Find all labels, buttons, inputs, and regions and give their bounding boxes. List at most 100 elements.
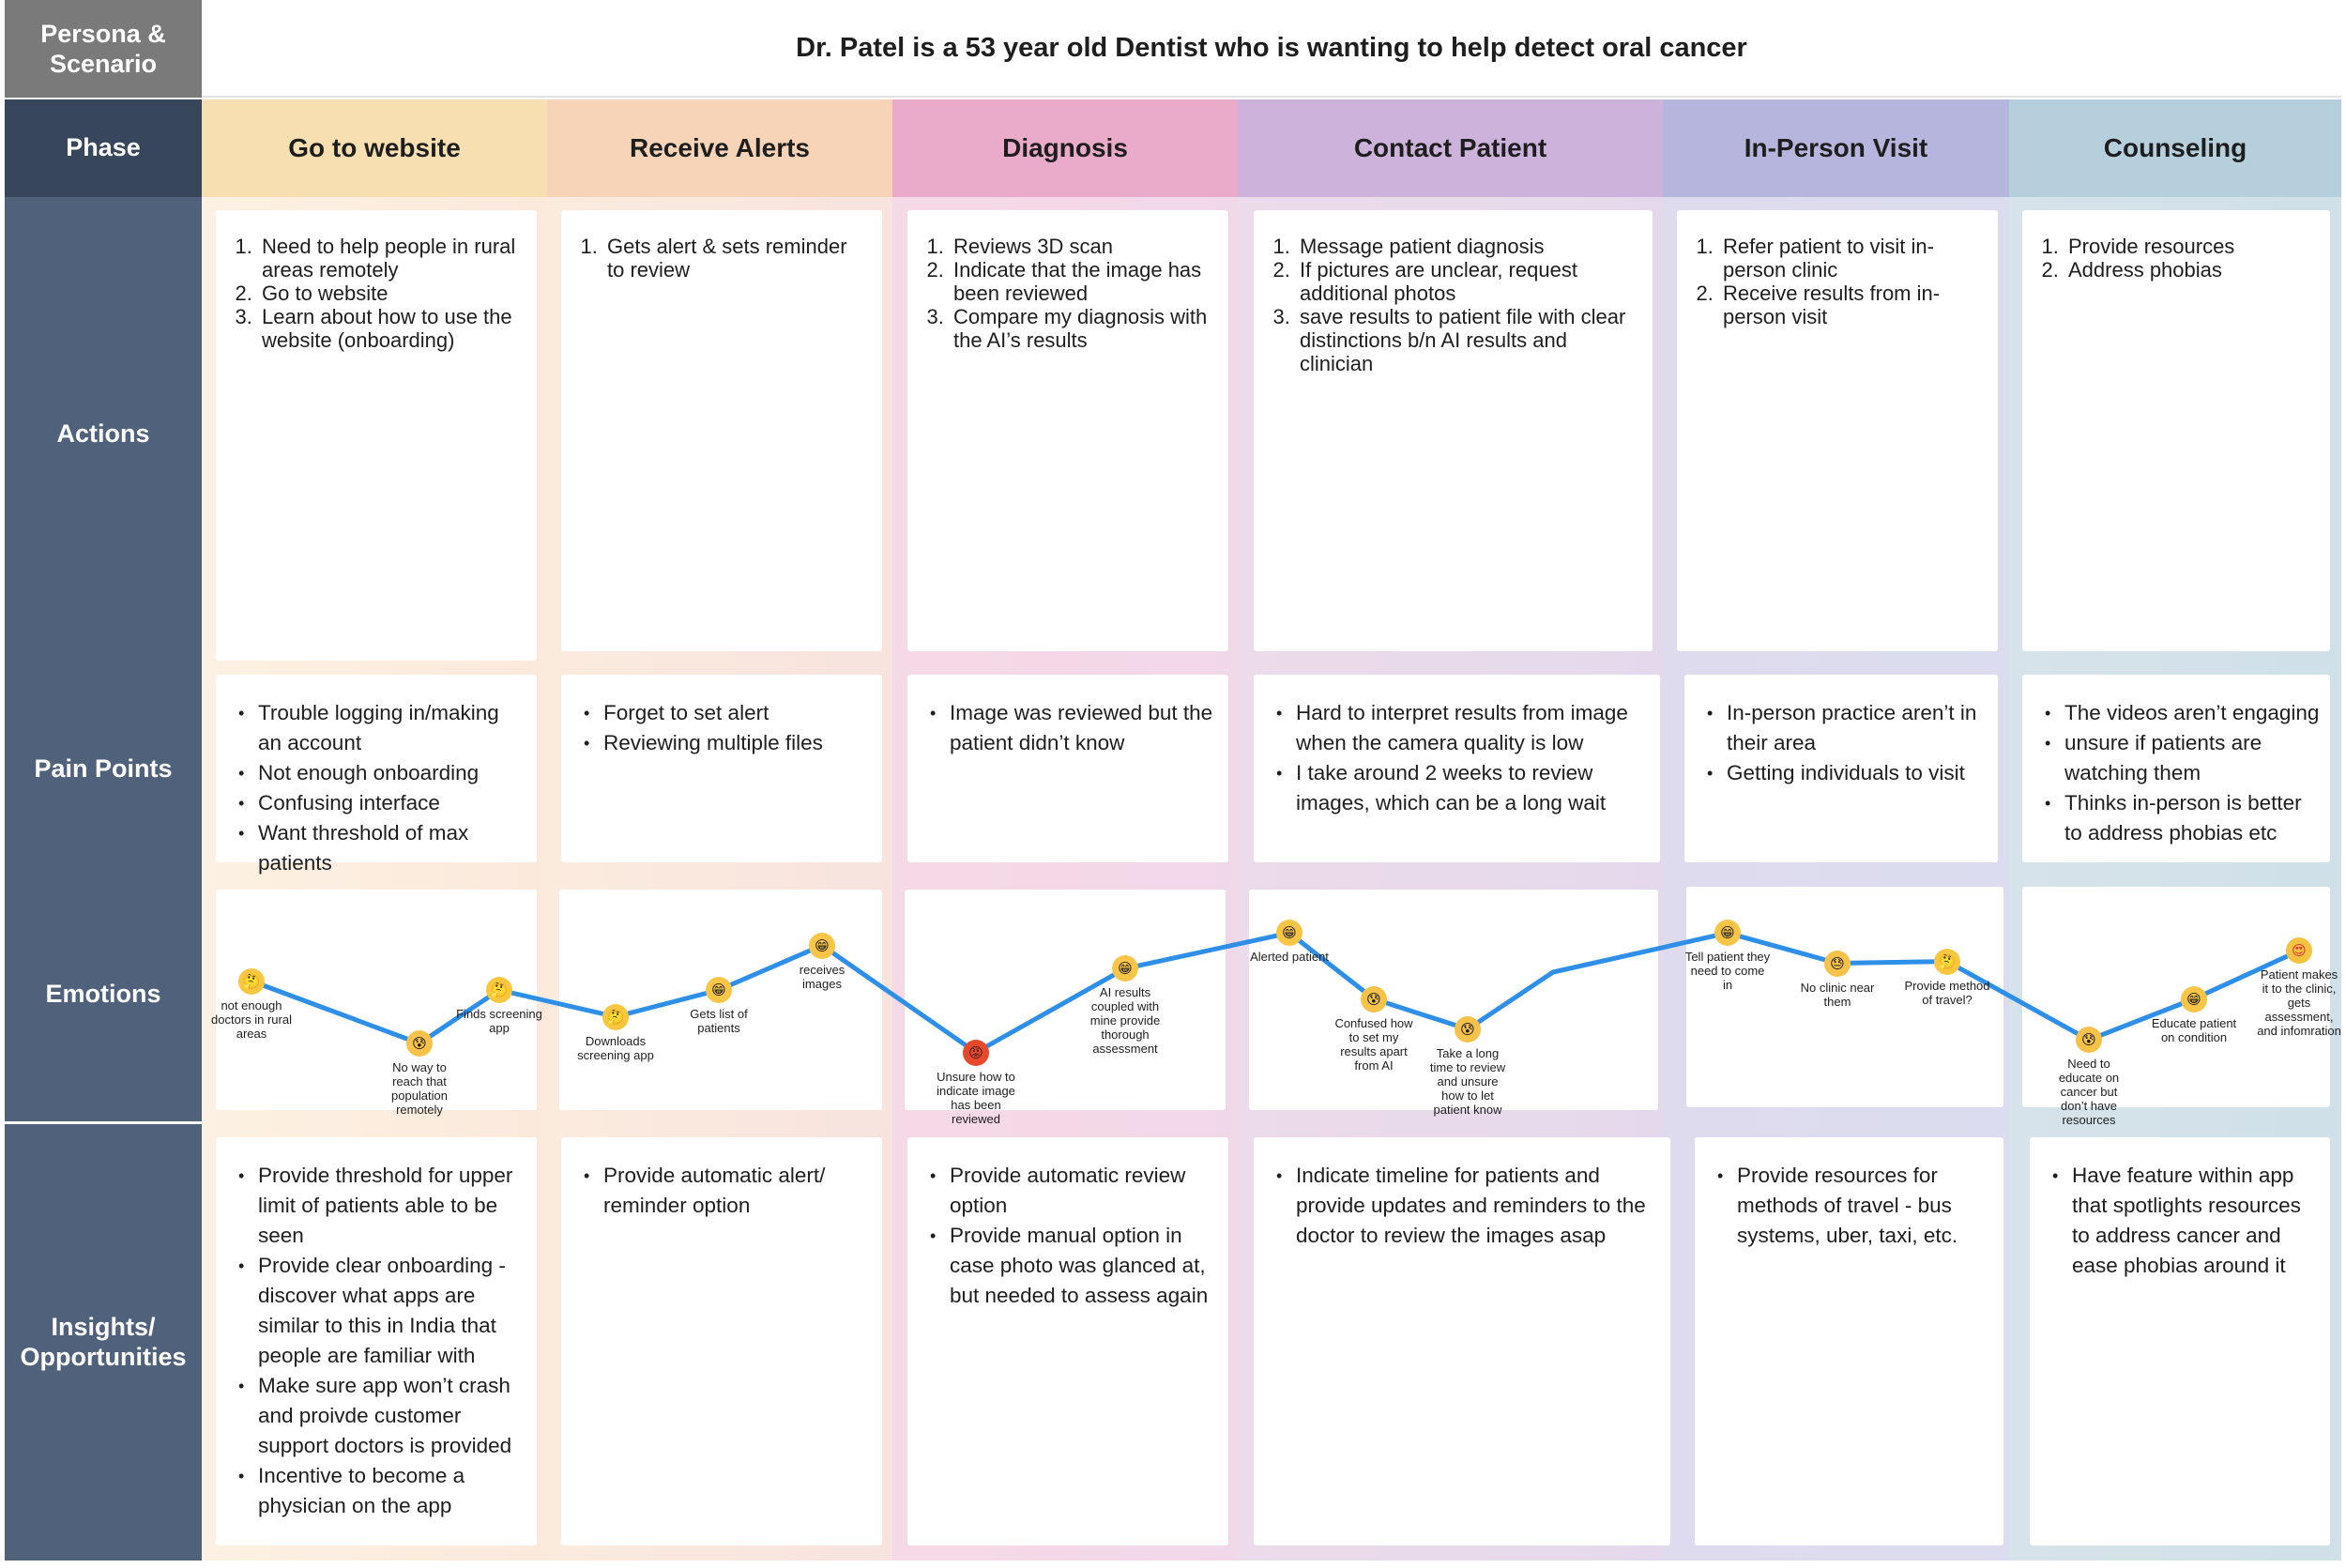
list-item: Message patient diagnosis <box>1296 235 1639 258</box>
actions-list: Refer patient to visit in-person clinic … <box>1677 210 1998 328</box>
list-item: Forget to set alert <box>584 698 873 728</box>
list-item: Provide clear onboarding - discover what… <box>238 1251 527 1371</box>
emotion-label: Need to educate on cancer but don’t have… <box>2058 1057 2120 1128</box>
list-item: Provide manual option in case photo was … <box>930 1221 1219 1311</box>
insight-card-counseling: Have feature within app that spotlights … <box>2030 1137 2330 1545</box>
insight-list: Provide threshold for upper limit of pat… <box>216 1137 537 1521</box>
grinning-face-icon: 😁 <box>1276 920 1302 947</box>
insight-list: Provide automatic review option Provide … <box>907 1137 1228 1311</box>
list-item: Gets alert & sets reminder to review <box>603 235 869 282</box>
emotion-label: Tell patient they need to come in <box>1684 950 1771 993</box>
row-header-insights: Insights/ Opportunities <box>5 1124 202 1560</box>
anxious-face-icon: 😰 <box>1361 985 1387 1012</box>
list-item: Trouble logging in/making an account <box>238 698 527 758</box>
emotion-label: Alerted patient <box>1250 950 1329 965</box>
scenario-banner: Dr. Patel is a 53 year old Dentist who i… <box>202 0 2341 98</box>
list-item: Indicate that the image has been reviewe… <box>950 258 1215 305</box>
emotion-label: Provide method of travel? <box>1904 978 1990 1007</box>
emotion-label: receives images <box>799 962 845 991</box>
grinning-face-icon: 😁 <box>809 932 835 959</box>
row-header-phase: Phase <box>5 99 202 197</box>
list-item: save results to patient file with clear … <box>1296 305 1639 375</box>
phase-header-counseling: Counseling <box>2009 99 2341 197</box>
list-item: unsure if patients are watching them <box>2045 728 2321 788</box>
row-label-insights: Insights/ Opportunities <box>20 1313 187 1371</box>
phase-title: Contact Patient <box>1353 133 1547 162</box>
pain-card-counseling: The videos aren’t engaging unsure if pat… <box>2022 675 2330 862</box>
list-item: Image was reviewed but the patient didn’… <box>930 698 1219 758</box>
phase-title: Receive Alerts <box>630 133 810 162</box>
persona-label: Persona & Scenario <box>40 19 166 78</box>
list-item: Receive results from in-person visit <box>1719 282 1985 328</box>
list-item: Provide automatic review option <box>930 1161 1219 1221</box>
list-item: Want threshold of max patients <box>238 818 527 878</box>
heart-eyes-face-icon: 😍 <box>2286 937 2312 965</box>
pain-list: Trouble logging in/making an account Not… <box>216 675 537 878</box>
actions-card-receive-alerts: Gets alert & sets reminder to review <box>561 210 882 651</box>
angry-face-icon: 😡 <box>963 1039 989 1066</box>
emotion-label: Unsure how to indicate image has been re… <box>937 1069 1015 1126</box>
grinning-face-icon: 😁 <box>1714 920 1741 947</box>
grinning-face-icon: 😁 <box>2181 985 2207 1012</box>
actions-list: Reviews 3D scan Indicate that the image … <box>907 210 1228 352</box>
insight-card-contact-patient: Indicate timeline for patients and provi… <box>1254 1137 1670 1545</box>
insight-list: Indicate timeline for patients and provi… <box>1254 1137 1670 1251</box>
insight-card-go-to-website: Provide threshold for upper limit of pat… <box>216 1137 537 1545</box>
pain-card-receive-alerts: Forget to set alert Reviewing multiple f… <box>561 675 882 862</box>
emotion-label: not enough doctors in rural areas <box>211 997 292 1041</box>
phase-title: Diagnosis <box>1002 133 1128 162</box>
list-item: Provide resources <box>2064 235 2317 258</box>
pain-list: The videos aren’t engaging unsure if pat… <box>2022 675 2330 848</box>
emotion-label: Gets list of patients <box>690 1007 748 1035</box>
thinking-face-icon: 🤔 <box>486 977 512 1003</box>
list-item: Confusing interface <box>238 788 527 818</box>
actions-card-contact-patient: Message patient diagnosis If pictures ar… <box>1254 210 1653 651</box>
persona-label-cell: Persona & Scenario <box>5 0 202 98</box>
anxious-face-icon: 😰 <box>2076 1027 2102 1054</box>
phase-title: Counseling <box>2103 133 2247 162</box>
list-item: If pictures are unclear, request additio… <box>1296 258 1639 305</box>
pain-card-in-person-visit: In-person practice aren’t in their area … <box>1684 675 1998 862</box>
pain-list: In-person practice aren’t in their area … <box>1684 675 1998 788</box>
list-item: Reviews 3D scan <box>950 235 1215 258</box>
list-item: Thinks in-person is better to address ph… <box>2045 788 2321 848</box>
row-header-pain-points: Pain Points <box>5 671 202 868</box>
row-divider <box>5 1121 202 1124</box>
pain-card-contact-patient: Hard to interpret results from image whe… <box>1254 675 1660 862</box>
actions-card-counseling: Provide resources Address phobias <box>2022 210 2330 651</box>
phase-header-contact-patient: Contact Patient <box>1238 99 1663 197</box>
thinking-face-icon: 🤔 <box>1934 948 1960 975</box>
emotion-label: Confused how to set my results apart fro… <box>1334 1015 1413 1073</box>
anxious-face-icon: 😰 <box>406 1030 433 1057</box>
actions-list: Message patient diagnosis If pictures ar… <box>1254 210 1653 375</box>
anxious-face-icon: 😰 <box>1455 1015 1481 1043</box>
grinning-face-icon: 😁 <box>706 977 732 1003</box>
row-label-pain-points: Pain Points <box>34 754 173 784</box>
emotion-card-contact-patient <box>1249 890 1658 1110</box>
list-item: I take around 2 weeks to review images, … <box>1276 758 1651 818</box>
insight-list: Provide automatic alert/ reminder option <box>561 1137 882 1221</box>
pain-card-diagnosis: Image was reviewed but the patient didn’… <box>907 675 1228 862</box>
emotion-label: Downloads screening app <box>577 1033 654 1062</box>
insight-card-receive-alerts: Provide automatic alert/ reminder option <box>561 1137 882 1545</box>
emotion-card-counseling <box>2022 887 2330 1107</box>
thinking-face-icon: 🤔 <box>602 1003 629 1030</box>
row-header-actions: Actions <box>5 197 202 671</box>
insight-list: Provide resources for methods of travel … <box>1695 1137 2003 1251</box>
list-item: In-person practice aren’t in their area <box>1707 698 1988 758</box>
row-label-emotions: Emotions <box>45 980 161 1009</box>
grinning-face-icon: 😁 <box>1112 955 1138 982</box>
list-item: Provide automatic alert/ reminder option <box>584 1161 873 1221</box>
emotion-label: No way to reach that population remotely <box>391 1060 448 1117</box>
list-item: Make sure app won’t crash and proivde cu… <box>238 1371 527 1461</box>
list-item: Address phobias <box>2064 258 2317 282</box>
emotion-label: Take a long time to review and unsure ho… <box>1429 1045 1506 1117</box>
insight-list: Have feature within app that spotlights … <box>2030 1137 2330 1281</box>
emotion-label: No clinic near them <box>1800 980 1875 1009</box>
emotion-label: AI results coupled with mine provide tho… <box>1089 985 1161 1057</box>
actions-card-diagnosis: Reviews 3D scan Indicate that the image … <box>907 210 1228 651</box>
emotion-label: Educate patient on condition <box>2151 1015 2237 1044</box>
actions-list: Provide resources Address phobias <box>2022 210 2330 282</box>
list-item: Incentive to become a physician on the a… <box>238 1461 527 1521</box>
emotion-label: Patient makes it to the clinic, gets ass… <box>2257 967 2341 1039</box>
